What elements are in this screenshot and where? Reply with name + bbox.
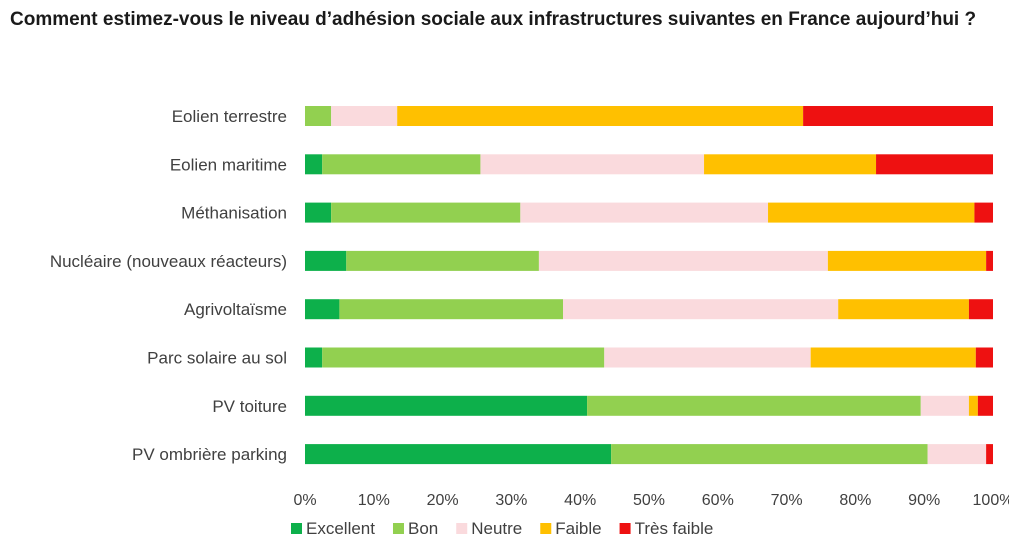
legend-swatch-tr-s-faible: [619, 523, 631, 534]
bar-segment-bon-5: [322, 347, 605, 368]
bar-segment-faible-1: [704, 154, 877, 175]
x-tick-label: 30%: [495, 492, 527, 509]
bar-segment-tr-s-faible-6: [977, 395, 993, 416]
bar-segment-excellent-4: [305, 299, 340, 320]
bar-segment-bon-7: [611, 444, 928, 465]
bar-segment-neutre-0: [331, 106, 398, 126]
bar-segment-bon-0: [305, 106, 332, 126]
legend-label: Excellent: [306, 519, 375, 538]
x-tick-label: 0%: [293, 492, 316, 509]
bar-segment-faible-0: [397, 106, 804, 126]
bar-segment-tr-s-faible-4: [968, 299, 993, 320]
legend-swatch-bon: [392, 523, 404, 534]
bar-segment-excellent-5: [305, 347, 323, 368]
legend-label: Neutre: [471, 519, 522, 538]
category-label: Parc solaire au sol: [147, 349, 287, 368]
x-tick-label: 80%: [839, 492, 871, 509]
bar-segment-bon-3: [346, 250, 539, 271]
bar-segment-faible-6: [968, 395, 978, 416]
bar-segment-bon-4: [339, 299, 563, 320]
bar-segment-neutre-7: [927, 444, 987, 465]
x-tick-label: 10%: [358, 492, 390, 509]
legend-label: Très faible: [635, 519, 714, 538]
bar-segment-neutre-3: [538, 250, 828, 271]
legend: Excellent Bon Neutre Faible Très faible: [291, 519, 713, 538]
bar-segment-neutre-6: [920, 395, 969, 416]
bar-segment-bon-2: [331, 202, 521, 223]
legend-swatch-excellent: [291, 523, 302, 534]
x-tick-label: 70%: [771, 492, 803, 509]
category-label: Eolien maritime: [170, 155, 287, 174]
bar-segment-faible-3: [827, 250, 987, 271]
bar-segment-tr-s-faible-3: [986, 250, 993, 271]
x-tick-label: 100%: [973, 492, 1009, 509]
category-label: Nucléaire (nouveaux réacteurs): [50, 252, 287, 271]
bar-segment-tr-s-faible-0: [803, 106, 993, 126]
legend-label: Faible: [555, 519, 601, 538]
x-tick-label: 20%: [427, 492, 459, 509]
x-axis-tick-labels: 0% 10% 20% 30% 40% 50% 60% 70% 80% 90% 100%: [293, 492, 1009, 509]
bar-segment-faible-2: [768, 202, 975, 223]
bar-segment-excellent-7: [305, 444, 612, 465]
legend-label: Bon: [408, 519, 438, 538]
bar-segment-excellent-2: [305, 202, 332, 223]
bar-segment-tr-s-faible-2: [974, 202, 993, 223]
legend-swatch-neutre: [456, 523, 468, 534]
x-tick-label: 60%: [702, 492, 734, 509]
bar-segment-bon-1: [322, 154, 481, 175]
bar-segment-bon-6: [587, 395, 921, 416]
bar-segment-tr-s-faible-5: [975, 347, 993, 368]
category-label: PV ombrière parking: [132, 445, 287, 464]
category-labels: Eolien terrestre Eolien maritime Méthanisa…: [50, 107, 287, 464]
bars-group: [305, 106, 993, 465]
bar-segment-tr-s-faible-7: [986, 444, 993, 465]
bar-segment-neutre-5: [604, 347, 811, 368]
bar-segment-faible-5: [810, 347, 976, 368]
x-tick-label: 50%: [633, 492, 665, 509]
bar-segment-excellent-6: [305, 395, 588, 416]
bar-segment-neutre-2: [520, 202, 769, 223]
x-tick-label: 40%: [564, 492, 596, 509]
x-tick-label: 90%: [908, 492, 940, 509]
chart-title: Comment estimez-vous le niveau d’adhésio…: [10, 9, 977, 30]
category-label: PV toiture: [212, 397, 287, 416]
bar-segment-faible-4: [838, 299, 969, 320]
legend-swatch-faible: [540, 523, 552, 534]
category-label: Agrivoltaïsme: [184, 300, 287, 319]
category-label: Méthanisation: [181, 204, 287, 223]
bar-segment-neutre-1: [480, 154, 705, 175]
bar-segment-excellent-3: [305, 250, 347, 271]
bar-segment-neutre-4: [563, 299, 839, 320]
bar-segment-tr-s-faible-1: [876, 154, 993, 175]
category-label: Eolien terrestre: [172, 107, 287, 126]
bar-segment-excellent-1: [305, 154, 323, 175]
